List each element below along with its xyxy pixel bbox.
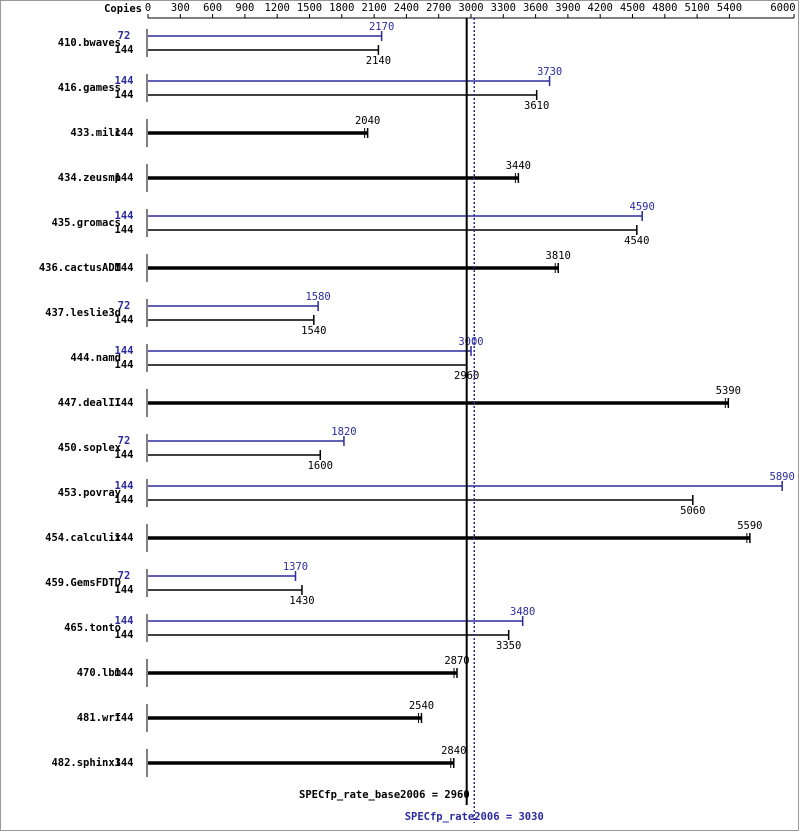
value-label: 3350 — [496, 640, 521, 652]
value-label: 2140 — [366, 55, 391, 67]
benchmark-name: 453.povray — [58, 487, 122, 499]
x-tick-label: 300 — [171, 2, 190, 14]
value-label: 1820 — [331, 426, 356, 438]
copies-label: 144 — [115, 480, 134, 492]
x-tick-label: 3900 — [555, 2, 580, 14]
copies-label: 144 — [115, 89, 134, 101]
benchmark-name: 481.wrf — [77, 712, 121, 724]
x-tick-label: 4200 — [588, 2, 613, 14]
copies-label: 144 — [115, 532, 134, 544]
copies-label: 144 — [115, 75, 134, 87]
x-tick-label: 5400 — [717, 2, 742, 14]
x-tick-label: 0 — [145, 2, 151, 14]
copies-label: 72 — [118, 435, 131, 447]
copies-label: 144 — [115, 127, 134, 139]
copies-label: 144 — [115, 584, 134, 596]
x-tick-label: 5100 — [684, 2, 709, 14]
value-label: 2540 — [409, 700, 434, 712]
value-label: 2170 — [369, 21, 394, 33]
x-tick-label: 2400 — [394, 2, 419, 14]
x-tick-label: 3300 — [491, 2, 516, 14]
benchmark-name: 436.cactusADM — [39, 262, 121, 274]
value-label: 3730 — [537, 66, 562, 78]
x-tick-label: 6000 — [770, 2, 795, 14]
copies-label: 144 — [115, 210, 134, 222]
x-tick-label: 1200 — [265, 2, 290, 14]
x-tick-label: 600 — [203, 2, 222, 14]
benchmark-name: 434.zeusmp — [58, 172, 121, 184]
copies-label: 144 — [115, 262, 134, 274]
benchmark-name: 435.gromacs — [51, 217, 121, 229]
value-label: 3610 — [524, 100, 549, 112]
value-label: 1370 — [283, 561, 308, 573]
copies-label: 144 — [115, 449, 134, 461]
summary-label: SPECfp_rate_base2006 = 2960 — [299, 789, 470, 801]
copies-label: 144 — [115, 172, 134, 184]
benchmark-name: 450.soplex — [58, 442, 122, 454]
benchmark-name: 447.dealII — [58, 397, 121, 409]
copies-label: 144 — [115, 314, 134, 326]
x-tick-label: 1500 — [297, 2, 322, 14]
copies-label: 144 — [115, 224, 134, 236]
benchmark-name: 444.namd — [70, 352, 121, 364]
x-tick-label: 4500 — [620, 2, 645, 14]
value-label: 2040 — [355, 115, 380, 127]
value-label: 1600 — [308, 460, 333, 472]
copies-label: 144 — [115, 667, 134, 679]
value-label: 3810 — [546, 250, 571, 262]
copies-label: 72 — [118, 570, 131, 582]
benchmark-name: 437.leslie3d — [45, 307, 121, 319]
benchmark-name: 482.sphinx3 — [51, 757, 121, 769]
copies-label: 144 — [115, 345, 134, 357]
value-label: 2840 — [441, 745, 466, 757]
benchmark-name: 416.gamess — [58, 82, 121, 94]
copies-label: 144 — [115, 397, 134, 409]
value-label: 3440 — [506, 160, 531, 172]
x-tick-label: 4800 — [652, 2, 677, 14]
copies-label: 144 — [115, 629, 134, 641]
value-label: 5890 — [770, 471, 795, 483]
copies-label: 144 — [115, 359, 134, 371]
x-tick-label: 2100 — [361, 2, 386, 14]
copies-label: 72 — [118, 300, 131, 312]
value-label: 4590 — [630, 201, 655, 213]
copies-label: 144 — [115, 494, 134, 506]
x-tick-label: 2700 — [426, 2, 451, 14]
benchmark-name: 454.calculix — [45, 532, 122, 544]
copies-label: 144 — [115, 44, 134, 56]
value-label: 4540 — [624, 235, 649, 247]
benchmark-name: 470.lbm — [77, 667, 121, 679]
benchmark-name: 465.tonto — [64, 622, 121, 634]
copies-label: 144 — [115, 757, 134, 769]
value-label: 2870 — [444, 655, 469, 667]
value-label: 1540 — [301, 325, 326, 337]
value-label: 1580 — [305, 291, 330, 303]
x-axis-label: Copies — [104, 3, 142, 15]
value-label: 3480 — [510, 606, 535, 618]
x-tick-label: 1800 — [329, 2, 354, 14]
benchmark-name: 459.GemsFDTD — [45, 577, 121, 589]
copies-label: 144 — [115, 712, 134, 724]
value-label: 3000 — [458, 336, 483, 348]
copies-label: 144 — [115, 615, 134, 627]
x-tick-label: 3000 — [458, 2, 483, 14]
copies-label: 72 — [118, 30, 131, 42]
value-label: 5590 — [737, 520, 762, 532]
benchmark-name: 433.milc — [70, 127, 121, 139]
x-tick-label: 900 — [235, 2, 254, 14]
x-tick-label: 3600 — [523, 2, 548, 14]
value-label: 5060 — [680, 505, 705, 517]
value-label: 5390 — [716, 385, 741, 397]
benchmark-name: 410.bwaves — [58, 37, 121, 49]
summary-label: SPECfp_rate2006 = 3030 — [405, 811, 544, 823]
value-label: 1430 — [289, 595, 314, 607]
